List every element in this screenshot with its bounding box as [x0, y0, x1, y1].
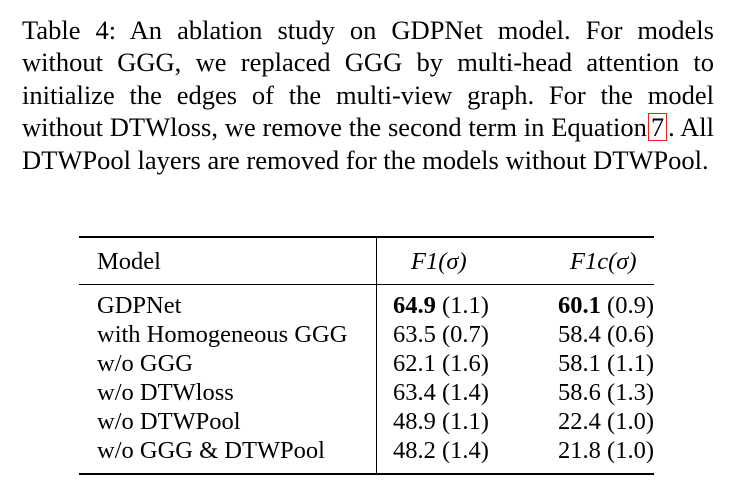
cell-model: w/o DTWloss [97, 379, 234, 406]
cell-model: w/o GGG & DTWPool [97, 437, 325, 464]
header-model: Model [97, 247, 161, 275]
cell-model: GDPNet [97, 292, 182, 319]
cell-f1: 48.2 (1.4) [375, 436, 537, 474]
cell-f1: 63.5 (0.7) [375, 320, 537, 349]
table-row: w/o GGG 62.1 (1.6) 58.1 (1.1) [79, 349, 654, 378]
cell-f1c: 58.4 (0.6) [558, 321, 654, 348]
cell-f1: 48.9 (1.1) [375, 407, 537, 436]
cell-f1c: 22.4 (1.0) [558, 408, 654, 435]
caption-text-part2: . All DTWPool layers are removed for the… [22, 112, 714, 175]
equation-reference-link[interactable]: 7 [647, 113, 668, 142]
cell-f1c: 60.1 (0.9) [536, 285, 654, 321]
table-row: w/o DTWloss 63.4 (1.4) 58.6 (1.3) [79, 378, 654, 407]
cell-f1c-best: 60.1 [558, 292, 601, 319]
cell-model: w/o GGG [97, 350, 193, 377]
cell-f1c: 21.8 (1.0) [558, 437, 654, 464]
caption-text-part1: Table 4: An ablation study on GDPNet mod… [22, 15, 714, 143]
cell-f1-std: (1.1) [435, 292, 489, 319]
table-header-row: Model F1(σ) F1c(σ) [79, 237, 654, 285]
cell-f1: 63.4 (1.4) [375, 378, 537, 407]
ablation-table: Model F1(σ) F1c(σ) GDPNet 64.9 (1.1) 60.… [79, 236, 654, 475]
cell-f1-best: 64.9 [392, 292, 436, 319]
cell-model: with Homogeneous GGG [97, 321, 348, 348]
cell-f1: 62.1 (1.6) [375, 349, 537, 378]
table-row: GDPNet 64.9 (1.1) 60.1 (0.9) [79, 284, 654, 321]
cell-model: w/o DTWPool [97, 408, 241, 435]
table-row: w/o DTWPool 48.9 (1.1) 22.4 (1.0) [79, 407, 654, 436]
table-row: w/o GGG & DTWPool 48.2 (1.4) 21.8 (1.0) [79, 436, 654, 474]
table-row: with Homogeneous GGG 63.5 (0.7) 58.4 (0.… [79, 320, 654, 349]
cell-f1: 64.9 (1.1) [375, 284, 537, 320]
cell-f1c: 58.6 (1.3) [558, 379, 654, 406]
header-f1: F1(σ) [375, 237, 537, 285]
cell-f1c: 58.1 (1.1) [558, 350, 654, 377]
cell-f1c-std: (0.9) [600, 292, 654, 319]
header-f1c: F1c(σ) [570, 247, 637, 275]
table-caption: Table 4: An ablation study on GDPNet mod… [22, 14, 714, 176]
